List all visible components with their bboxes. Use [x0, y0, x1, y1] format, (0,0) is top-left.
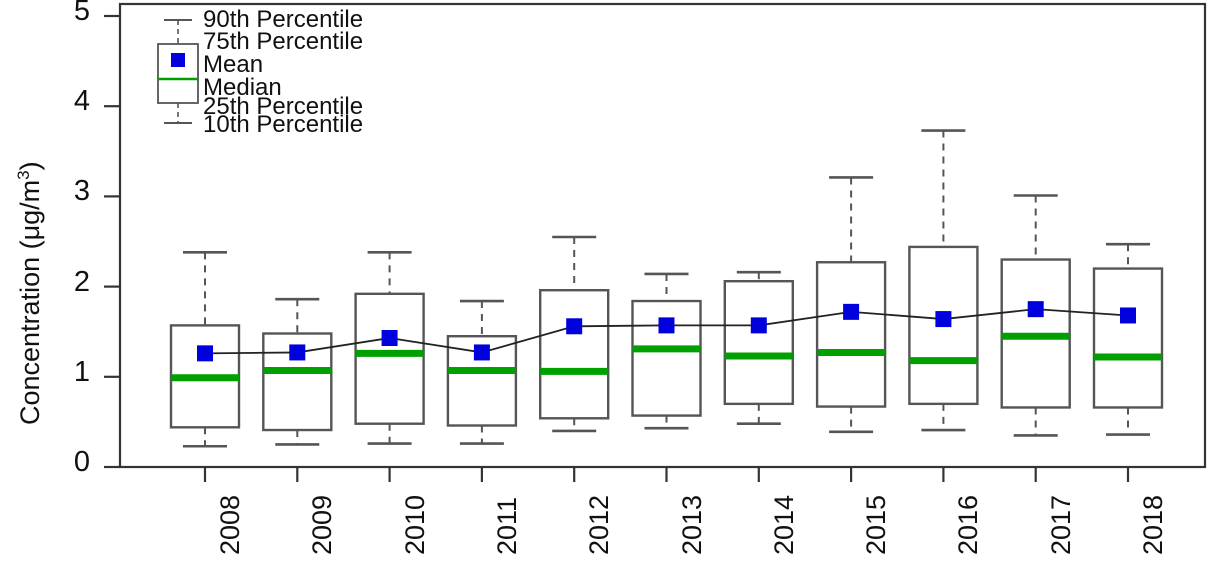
y-tick-label: 2 — [73, 265, 90, 298]
y-tick-label: 0 — [73, 446, 90, 478]
y-axis-title-suffix: ) — [15, 161, 45, 171]
box-body — [1092, 267, 1164, 409]
box-plot-2012 — [539, 235, 610, 433]
y-axis-title: Concentration (μg/m3) — [14, 161, 46, 425]
mean-marker-2009 — [289, 344, 306, 361]
x-tick-label-2015: 2015 — [861, 494, 892, 555]
legend-entry-1: 75th Percentile — [203, 28, 364, 55]
mean-marker-2008 — [197, 345, 213, 362]
y-tick-label: 4 — [73, 85, 90, 118]
y-axis-ticks — [104, 14, 120, 469]
box-plot-2013 — [631, 272, 702, 430]
box-plot-2018 — [1092, 242, 1164, 436]
y-axis-title-exponent: 3 — [14, 170, 33, 180]
mean-marker-2017 — [1027, 301, 1044, 318]
box-plot-2015 — [815, 176, 887, 434]
x-tick-label-2009: 2009 — [307, 494, 338, 555]
box-plots — [169, 129, 1164, 448]
box-plot-2011 — [446, 299, 518, 445]
x-tick-label-2016: 2016 — [953, 494, 984, 555]
y-axis-title-text: Concentration (μg/m — [15, 179, 45, 425]
x-tick-label-2008: 2008 — [215, 494, 245, 555]
y-tick-label: 5 — [73, 0, 90, 27]
box-body — [723, 279, 794, 406]
x-tick-label-2010: 2010 — [399, 494, 430, 555]
box-plot-2016 — [908, 129, 979, 432]
box-body — [539, 289, 610, 420]
box-body — [815, 261, 887, 408]
legend-entry-5: 10th Percentile — [203, 111, 364, 138]
mean-marker-2012 — [566, 318, 583, 335]
x-tick-label-2017: 2017 — [1045, 494, 1076, 555]
legend-box-body — [157, 43, 199, 104]
legend-entry-0: 90th Percentile — [203, 6, 364, 33]
mean-marker-2015 — [843, 303, 860, 320]
x-tick-label-2012: 2012 — [584, 494, 615, 555]
legend-entry-3: Median — [203, 74, 282, 101]
mean-marker-2013 — [658, 317, 675, 334]
plot-frame — [118, 2, 1207, 469]
box-plot-2009 — [262, 297, 333, 446]
box-plot-2017 — [1000, 194, 1071, 437]
y-tick-label: 3 — [73, 175, 90, 208]
legend-glyph — [157, 19, 199, 124]
x-tick-label-2014: 2014 — [768, 494, 799, 555]
mean-marker-2018 — [1120, 307, 1136, 324]
legend-entry-2: Mean — [203, 51, 264, 78]
box-plot-2010 — [354, 251, 425, 445]
x-tick-label-2013: 2013 — [676, 494, 707, 555]
box-body — [354, 292, 425, 425]
plot-border — [118, 2, 1207, 469]
mean-marker-2010 — [381, 330, 398, 347]
legend-mean-marker — [171, 53, 185, 67]
box-plot-2008 — [169, 251, 241, 448]
box-plot-2014 — [723, 270, 794, 426]
legend-entry-4: 25th Percentile — [203, 93, 364, 120]
mean-trend-line — [197, 301, 1136, 362]
x-tick-label-2011: 2011 — [491, 496, 522, 555]
mean-marker-2011 — [473, 344, 490, 361]
x-tick-label-2018: 2018 — [1138, 494, 1168, 555]
x-axis-ticks — [203, 467, 1130, 482]
y-tick-label: 1 — [73, 355, 90, 388]
mean-marker-2016 — [935, 311, 952, 328]
mean-marker-2014 — [750, 317, 767, 334]
